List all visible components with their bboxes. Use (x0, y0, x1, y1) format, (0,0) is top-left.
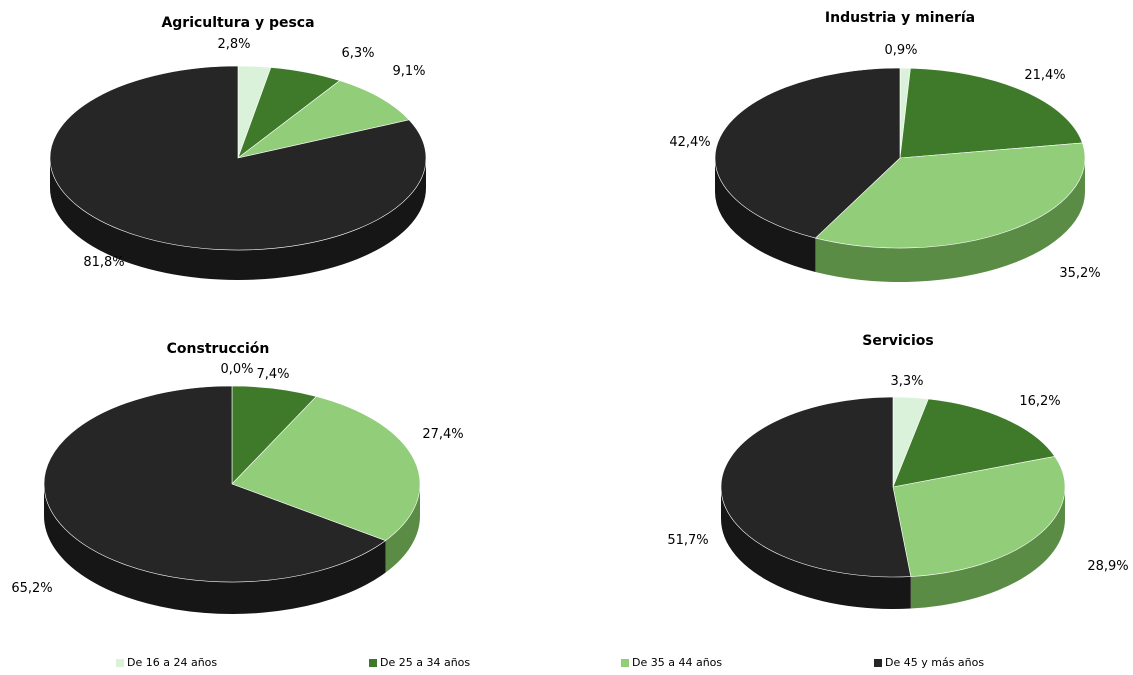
data-label-35-44: 9,1% (392, 64, 425, 79)
data-label-25-34: 6,3% (341, 46, 374, 61)
data-label-25-34: 7,4% (256, 367, 289, 382)
pie-side-45-plus (44, 484, 386, 614)
pie-chart-2: Industria y minería 0,9% 21,4% 35,2% 42,4% (669, 10, 1101, 282)
legend-item-25-34: De 25 a 34 años (369, 656, 470, 669)
pie-chart-3: Construcción 0,0% 7,4% 27,4% 65,2% (11, 341, 464, 614)
data-label-16-24: 2,8% (217, 37, 250, 52)
pie-side-45-plus (50, 158, 426, 280)
pie-side-45-plus (720, 487, 911, 610)
pie-slice-35-44 (231, 396, 421, 541)
pie-side-45-plus (715, 158, 816, 273)
pie-slice-35-44 (237, 80, 410, 159)
data-label-25-34: 21,4% (1024, 68, 1065, 83)
pie-side-35-44 (815, 158, 1085, 282)
pie-side-walls (720, 487, 1065, 610)
chart-title: Industria y minería (825, 10, 975, 26)
pie-side-walls (715, 158, 1085, 282)
pie-chart-4: Servicios 3,3% 16,2% 28,9% 51,7% (667, 333, 1129, 610)
pie-slice-45-plus (714, 67, 901, 239)
data-label-45-plus: 65,2% (11, 581, 52, 596)
pie-slice-25-34 (892, 398, 1056, 488)
legend: De 16 a 24 años De 25 a 34 años De 35 a … (0, 656, 1133, 672)
pie-slice-45-plus (43, 385, 387, 583)
data-label-35-44: 35,2% (1059, 266, 1100, 281)
pie-slice-45-plus (49, 65, 427, 251)
legend-label-45-plus: De 45 y más años (885, 656, 985, 669)
chart-title: Servicios (862, 333, 933, 349)
pie-side-35-44 (910, 487, 1065, 609)
pie-side-walls (44, 484, 420, 614)
legend-label-25-34: De 25 a 34 años (380, 656, 471, 669)
pie-slice-35-44 (814, 142, 1086, 249)
data-label-45-plus: 81,8% (83, 255, 124, 270)
data-label-16-24: 3,3% (890, 374, 923, 389)
data-label-35-44: 27,4% (422, 427, 463, 442)
data-label-45-plus: 51,7% (667, 533, 708, 548)
legend-swatch-45-plus (874, 658, 882, 667)
legend-label-35-44: De 35 a 44 años (632, 656, 723, 669)
data-label-16-24: 0,0% (220, 362, 253, 377)
legend-label-16-24: De 16 a 24 años (127, 656, 218, 669)
pie-slice-35-44 (892, 456, 1066, 577)
legend-swatch-16-24 (116, 658, 124, 667)
pie-slice-45-plus (720, 396, 912, 578)
data-label-45-plus: 42,4% (669, 135, 710, 150)
pie-side-35-44 (385, 484, 420, 573)
legend-item-45-plus: De 45 y más años (874, 656, 984, 669)
legend-item-35-44: De 35 a 44 años (621, 656, 722, 669)
pie-side-walls (50, 158, 426, 280)
data-label-35-44: 28,9% (1087, 559, 1128, 574)
legend-swatch-25-34 (369, 658, 377, 667)
chart-title: Construcción (167, 341, 270, 357)
data-label-25-34: 16,2% (1019, 394, 1060, 409)
data-label-16-24: 0,9% (884, 43, 917, 58)
chart-title: Agricultura y pesca (161, 15, 314, 31)
pie-chart-1: Agricultura y pesca 2,8% 6,3% 9,1% 81,8% (49, 15, 427, 280)
legend-item-16-24: De 16 a 24 años (116, 656, 217, 669)
legend-swatch-35-44 (621, 658, 629, 667)
pie-slice-25-34 (899, 67, 1083, 159)
